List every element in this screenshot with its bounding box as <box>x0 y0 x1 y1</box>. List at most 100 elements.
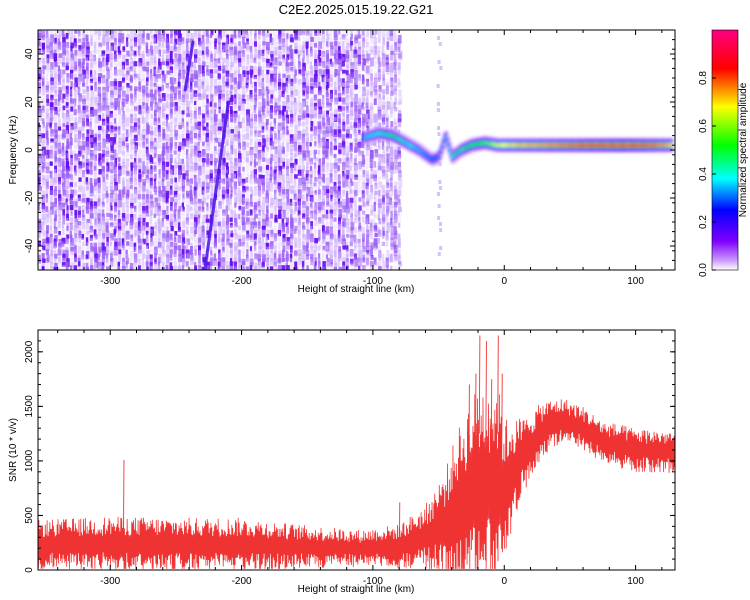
noise-cell <box>213 61 218 68</box>
noise-cell <box>241 101 245 111</box>
noise-cell <box>209 101 213 107</box>
noise-cell <box>177 189 182 196</box>
noise-cell <box>45 206 49 213</box>
noise-cell <box>93 137 97 144</box>
noise-cell <box>121 65 125 75</box>
noise-cell <box>241 217 245 226</box>
noise-cell <box>206 165 210 175</box>
noise-cell <box>110 145 115 154</box>
noise-cell <box>245 77 249 87</box>
noise-cell <box>77 141 82 149</box>
noise-cell <box>182 57 186 62</box>
noise-cell <box>322 41 325 50</box>
noise-cell <box>374 141 378 147</box>
noise-cell <box>305 245 309 252</box>
noise-cell <box>313 182 317 187</box>
noise-cell <box>377 198 382 208</box>
noise-cell <box>129 66 133 72</box>
noise-cell <box>306 53 310 64</box>
noise-cell <box>54 106 58 115</box>
noise-cell <box>46 138 49 145</box>
noise-cell <box>113 246 118 256</box>
noise-cell <box>161 217 164 228</box>
noise-cell <box>278 45 282 50</box>
noise-cell <box>157 110 162 115</box>
noise-cell <box>310 126 313 132</box>
noise-cell <box>50 62 54 70</box>
noise-cell <box>226 238 230 246</box>
noise-cell <box>58 194 62 202</box>
noise-cell <box>106 241 110 250</box>
noise-cell <box>217 109 222 115</box>
noise-cell <box>201 85 205 91</box>
noise-cell <box>338 238 342 245</box>
noise-cell <box>85 30 88 37</box>
noise-cell <box>125 98 129 105</box>
noise-cell <box>289 202 294 207</box>
noise-cell <box>246 58 250 67</box>
noise-cell <box>246 145 249 155</box>
noise-cell <box>109 122 113 129</box>
noise-cell <box>53 245 57 252</box>
noise-cell <box>241 61 245 67</box>
noise-cell <box>225 141 229 147</box>
noise-cell <box>309 61 313 70</box>
noise-cell <box>174 113 178 122</box>
noise-cell <box>265 78 269 88</box>
noise-cell <box>49 86 54 94</box>
noise-cell <box>157 193 162 202</box>
noise-cell <box>85 246 90 251</box>
noise-cell <box>233 77 237 85</box>
noise-cell <box>166 45 170 54</box>
noise-cell <box>213 177 217 183</box>
noise-cell <box>161 70 165 76</box>
noise-cell <box>193 150 198 157</box>
noise-cell <box>293 97 297 103</box>
noise-cell <box>226 146 230 151</box>
noise-cell <box>150 58 154 66</box>
noise-cell <box>298 154 302 164</box>
noise-cell <box>309 102 313 110</box>
noise-cell <box>337 105 342 112</box>
noise-cell <box>370 41 373 46</box>
noise-cell <box>122 125 126 131</box>
noise-cell <box>370 37 374 44</box>
noise-cell <box>153 153 157 159</box>
noise-cell <box>170 225 174 232</box>
noise-cell <box>41 185 45 192</box>
noise-cell <box>281 197 286 203</box>
noise-cell <box>193 230 197 237</box>
noise-cell <box>129 154 133 160</box>
noise-cell <box>337 161 341 168</box>
noise-cell <box>293 193 297 200</box>
noise-cell <box>65 213 69 221</box>
noise-cell <box>198 165 202 176</box>
noise-cell <box>74 158 78 168</box>
noise-cell <box>169 230 173 236</box>
noise-cell <box>193 221 197 229</box>
noise-cell <box>182 197 185 204</box>
noise-cell <box>277 118 282 123</box>
noise-cell <box>122 245 127 255</box>
noise-cell <box>42 37 46 43</box>
noise-cell <box>245 133 250 140</box>
noise-cell <box>114 169 117 177</box>
noise-cell <box>138 30 142 38</box>
noise-cell <box>217 78 221 87</box>
noise-cell <box>158 98 162 103</box>
noise-cell <box>294 137 297 143</box>
noise-cell <box>157 113 162 118</box>
noise-cell <box>90 250 95 261</box>
noise-cell <box>146 233 149 243</box>
noise-cell <box>254 49 258 59</box>
noise-cell <box>42 137 46 143</box>
noise-cell <box>273 238 277 246</box>
noise-cell <box>377 113 382 121</box>
noise-cell <box>354 154 358 162</box>
noise-cell <box>273 242 278 248</box>
noise-cell <box>101 186 106 197</box>
noise-cell <box>105 225 109 232</box>
noise-cell <box>173 170 177 180</box>
noise-cell <box>345 97 350 104</box>
noise-cell <box>262 41 266 46</box>
